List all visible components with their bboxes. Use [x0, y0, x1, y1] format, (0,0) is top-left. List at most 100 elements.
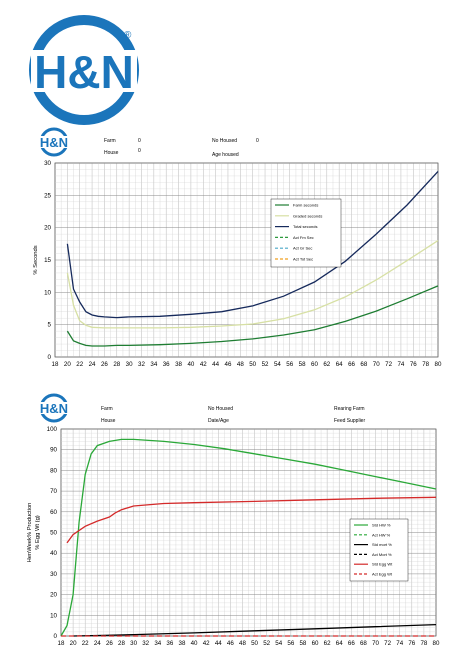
logo-text: H&N	[40, 401, 68, 416]
x-tick-label: 52	[263, 640, 270, 647]
feed-supplier-label: Feed Supplier	[334, 418, 366, 424]
x-tick-label: 68	[360, 640, 367, 647]
x-tick-label: 40	[191, 640, 198, 647]
no-housed-value: 0	[256, 138, 259, 144]
x-tick-label: 38	[179, 640, 186, 647]
x-tick-label: 58	[299, 640, 306, 647]
x-tick-label: 26	[106, 640, 113, 647]
x-tick-label: 76	[408, 640, 415, 647]
farm-label: Farm	[104, 138, 116, 144]
x-tick-label: 62	[324, 640, 331, 647]
age-housed-label: Age housed	[212, 152, 239, 158]
y-tick-label: 40	[50, 550, 57, 557]
legend-label: Graded seconds	[293, 213, 322, 218]
x-tick-label: 24	[89, 361, 96, 368]
x-tick-label: 70	[372, 640, 379, 647]
x-tick-label: 66	[348, 640, 355, 647]
series-group	[66, 170, 439, 347]
series-line-std-egg-wt	[66, 496, 437, 544]
x-tick-label: 40	[187, 361, 194, 368]
y-tick-label: 10	[50, 612, 57, 619]
legend-label: Act Fm Sec	[293, 235, 314, 240]
x-tick-label: 30	[126, 361, 133, 368]
series-line-farm-seconds	[66, 285, 439, 347]
legend-label: Total seconds	[293, 224, 317, 229]
hn-logo-large: H&N ®	[29, 15, 139, 125]
legend-box	[270, 198, 342, 268]
hn-logo-small-1: H&N	[34, 127, 74, 157]
y-tick-label: 20	[50, 592, 57, 599]
x-tick-label: 76	[410, 361, 417, 368]
rearing-farm-label: Rearing Farm	[334, 406, 365, 412]
x-tick-label: 18	[58, 640, 65, 647]
legend-label: Act HW %	[372, 532, 391, 537]
series-line-graded-seconds	[66, 240, 439, 329]
legend-label: Act Egg Wt	[372, 572, 393, 577]
x-tick-label: 60	[312, 640, 319, 647]
x-tick-label: 72	[384, 640, 391, 647]
series-line-std-mort-	[73, 623, 437, 637]
y-tick-label: 60	[50, 509, 57, 516]
plot-area	[60, 428, 437, 637]
y-tick-label: 0	[48, 354, 52, 361]
x-tick-label: 68	[360, 361, 367, 368]
y-tick-label: 20	[44, 225, 51, 232]
x-tick-label: 72	[385, 361, 392, 368]
x-tick-label: 44	[215, 640, 222, 647]
x-tick-label: 64	[336, 640, 343, 647]
x-tick-label: 48	[237, 361, 244, 368]
x-tick-label: 50	[249, 361, 256, 368]
x-tick-label: 78	[420, 640, 427, 647]
x-tick-label: 80	[433, 640, 440, 647]
x-tick-label: 74	[397, 361, 404, 368]
house-label: House	[104, 150, 119, 156]
series-group	[60, 438, 437, 637]
y-tick-label: 5	[48, 322, 52, 329]
gridlines	[60, 428, 437, 637]
y-axis-label: % Seconds	[33, 245, 39, 274]
y-tick-label: 10	[44, 289, 51, 296]
x-tick-label: 48	[239, 640, 246, 647]
x-tick-label: 42	[203, 640, 210, 647]
registered-mark: ®	[124, 30, 132, 41]
x-tick-label: 42	[200, 361, 207, 368]
x-tick-label: 28	[118, 640, 125, 647]
y-axis-label: HenWeek% Production	[27, 503, 33, 563]
x-tick-label: 32	[138, 361, 145, 368]
farm-label-2: Farm	[101, 406, 113, 412]
plot-area	[54, 162, 439, 358]
farm-value: 0	[138, 138, 141, 144]
x-tick-label: 56	[287, 640, 294, 647]
depletions-box: Depletions 72 76 80 85 90	[311, 526, 341, 565]
y-tick-label: 100	[47, 426, 58, 433]
logo-text: H&N	[40, 135, 68, 150]
legend-box	[349, 518, 409, 582]
x-tick-label: 30	[130, 640, 137, 647]
x-tick-label: 38	[175, 361, 182, 368]
no-housed-label: No Housed	[212, 138, 238, 144]
series-line-total-seconds	[66, 170, 439, 319]
house-value: 0	[138, 148, 141, 154]
plot-frame	[54, 162, 439, 358]
legend-label: Act Gr Sec	[293, 246, 312, 251]
x-tick-label: 70	[373, 361, 380, 368]
x-tick-label: 22	[82, 640, 89, 647]
x-tick-label: 54	[274, 361, 281, 368]
legend-label: Act Tot Sec	[293, 257, 313, 262]
legend-label: Farm seconds	[293, 203, 318, 208]
legend-label: Std Egg Wt	[372, 562, 393, 567]
x-tick-label: 44	[212, 361, 219, 368]
x-tick-label: 64	[336, 361, 343, 368]
legend: Farm seconds Graded seconds Total seconds A…	[270, 198, 342, 268]
series-line-std-hw-	[60, 438, 437, 637]
x-tick-label: 80	[435, 361, 442, 368]
x-tick-label: 52	[262, 361, 269, 368]
y-tick-label: 70	[50, 488, 57, 495]
x-tick-label: 66	[348, 361, 355, 368]
date-age-label: Date/Age	[208, 418, 229, 424]
depletion-value: 90	[311, 558, 317, 564]
legend-label: Std HW %	[372, 523, 391, 528]
x-tick-label: 60	[311, 361, 318, 368]
y-tick-label: 90	[50, 447, 57, 454]
y-tick-label: 50	[50, 530, 57, 537]
